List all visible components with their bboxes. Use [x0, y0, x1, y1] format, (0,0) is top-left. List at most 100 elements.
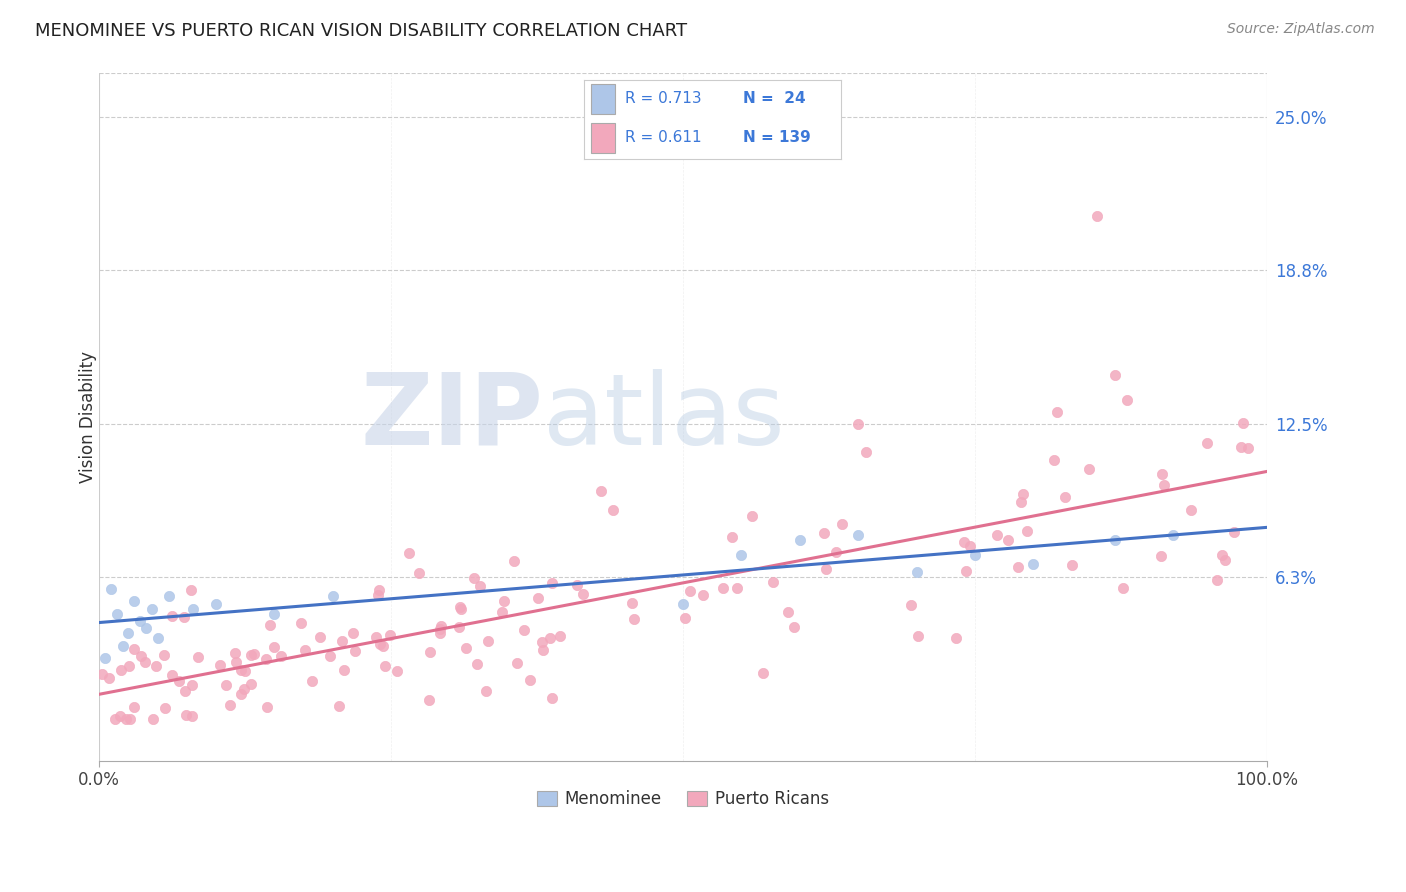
Point: [711, 581, 734, 595]
Point: [174, 707, 197, 722]
Point: [449, 599, 471, 614]
Text: atlas: atlas: [543, 368, 785, 466]
Text: Source: ZipAtlas.com: Source: ZipAtlas.com: [1227, 22, 1375, 37]
Point: [111, 639, 134, 653]
Point: [205, 597, 228, 611]
Point: [531, 643, 554, 657]
Point: [110, 663, 132, 677]
Point: [129, 648, 152, 663]
Point: [328, 699, 350, 714]
Point: [953, 535, 976, 549]
Point: [541, 691, 564, 706]
Point: [730, 548, 752, 562]
Point: [831, 517, 853, 532]
Point: [430, 619, 453, 633]
Point: [115, 712, 138, 726]
Point: [117, 626, 139, 640]
Point: [398, 545, 420, 559]
Point: [364, 630, 387, 644]
Point: [219, 698, 242, 712]
Text: ZIP: ZIP: [360, 368, 543, 466]
Point: [319, 648, 342, 663]
Point: [181, 709, 204, 723]
Point: [1197, 435, 1219, 450]
Point: [153, 701, 176, 715]
Point: [173, 683, 195, 698]
Point: [1150, 549, 1173, 563]
Point: [153, 648, 176, 663]
Point: [301, 674, 323, 689]
Point: [825, 545, 848, 559]
Point: [141, 601, 163, 615]
Point: [1211, 548, 1233, 562]
Point: [270, 648, 292, 663]
Point: [475, 683, 498, 698]
Point: [1010, 495, 1032, 509]
Point: [783, 620, 806, 634]
Point: [1112, 581, 1135, 595]
Point: [118, 712, 141, 726]
Point: [146, 631, 169, 645]
Point: [959, 539, 981, 553]
Point: [343, 644, 366, 658]
Point: [602, 503, 624, 517]
Point: [187, 649, 209, 664]
Point: [385, 664, 408, 678]
Point: [290, 616, 312, 631]
Point: [752, 665, 775, 680]
Point: [104, 712, 127, 726]
Point: [129, 614, 152, 628]
Point: [225, 655, 247, 669]
Point: [1007, 560, 1029, 574]
Point: [565, 578, 588, 592]
Point: [1180, 503, 1202, 517]
Point: [367, 589, 389, 603]
Point: [477, 634, 499, 648]
Point: [468, 579, 491, 593]
Point: [900, 598, 922, 612]
Point: [986, 527, 1008, 541]
Point: [160, 608, 183, 623]
Point: [1152, 467, 1174, 482]
Point: [322, 590, 344, 604]
Point: [122, 642, 145, 657]
Point: [789, 533, 811, 547]
Point: [100, 582, 122, 596]
Point: [231, 664, 253, 678]
Point: [463, 571, 485, 585]
Point: [145, 658, 167, 673]
Point: [157, 590, 180, 604]
Point: [135, 621, 157, 635]
Point: [330, 633, 353, 648]
Point: [242, 647, 264, 661]
Point: [548, 629, 571, 643]
Point: [778, 605, 800, 619]
Point: [502, 554, 524, 568]
Point: [538, 631, 561, 645]
Point: [513, 623, 536, 637]
Point: [231, 687, 253, 701]
Point: [134, 655, 156, 669]
Point: [449, 620, 471, 634]
Point: [233, 682, 256, 697]
Point: [450, 602, 472, 616]
Point: [673, 611, 696, 625]
Point: [371, 640, 394, 654]
Point: [1043, 453, 1066, 467]
Point: [380, 628, 402, 642]
Point: [1012, 487, 1035, 501]
Point: [1232, 416, 1254, 430]
Point: [408, 566, 430, 580]
Point: [122, 594, 145, 608]
Point: [1153, 478, 1175, 492]
Point: [142, 712, 165, 726]
Point: [240, 677, 263, 691]
Point: [167, 673, 190, 688]
Point: [256, 699, 278, 714]
Point: [620, 596, 643, 610]
Point: [215, 678, 238, 692]
Point: [814, 562, 837, 576]
Point: [259, 618, 281, 632]
Point: [907, 628, 929, 642]
Point: [997, 533, 1019, 547]
